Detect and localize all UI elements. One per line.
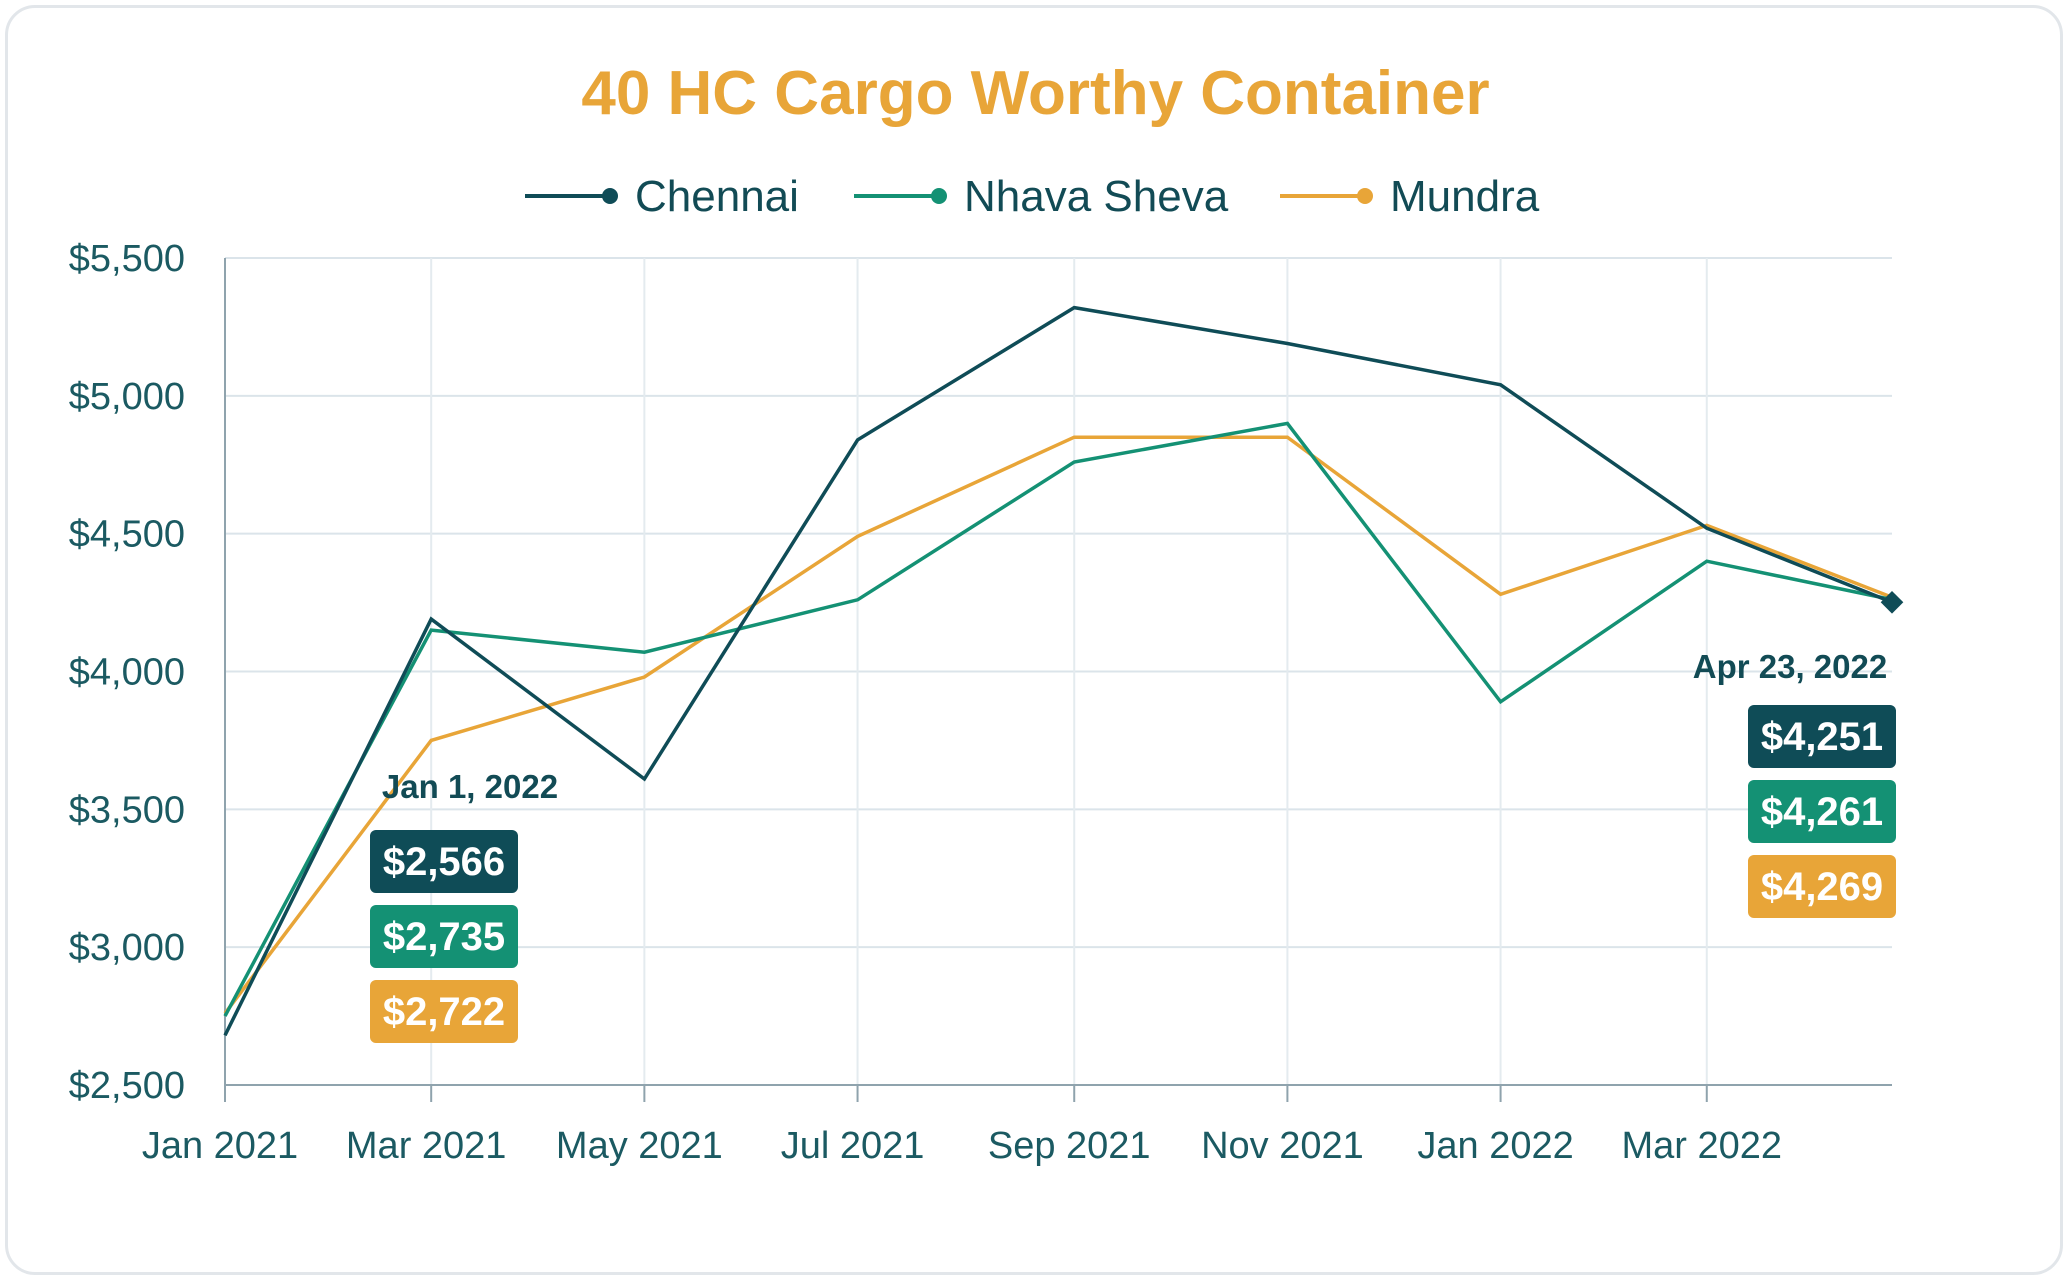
x-tick-label: Jan 2022 [1417, 1125, 1573, 1167]
legend-label: Nhava Sheva [964, 172, 1229, 221]
annotation-badge-value: $2,722 [383, 990, 505, 1034]
x-axis-ticks: Jan 2021 Mar 2021 May 2021 Jul 2021 Sep 2021… [142, 1125, 1782, 1167]
y-tick-label: $4,000 [69, 652, 185, 694]
annotation-badge-value: $2,735 [383, 915, 505, 959]
y-tick-label: $2,500 [69, 1065, 185, 1107]
x-tick-label: Jan 2021 [142, 1125, 298, 1167]
annotation-badge [370, 905, 518, 968]
y-axis-ticks: $2,500 $3,000 $3,500 $4,000 $4,500 $5,000 $5,5… [69, 238, 185, 1107]
legend-label: Mundra [1390, 172, 1540, 221]
annotation-date: Jan 1, 2022 [382, 768, 558, 805]
annotation-badge [370, 980, 518, 1043]
annotation-badge-value: $4,269 [1761, 865, 1883, 909]
y-tick-label: $3,500 [69, 789, 185, 831]
x-tick-label: Nov 2021 [1201, 1125, 1364, 1167]
chart-card [5, 5, 2063, 1275]
y-tick-label: $5,500 [69, 238, 185, 280]
x-tick-label: May 2021 [556, 1125, 723, 1167]
series-lines [223, 305, 1904, 1037]
legend-swatch-dot [1357, 188, 1373, 204]
annotation-badge [1748, 855, 1896, 918]
legend-swatch-dot [931, 188, 947, 204]
x-tick-label: Jul 2021 [781, 1125, 925, 1167]
y-tick-label: $5,000 [69, 376, 185, 418]
end-point-marker [1880, 590, 1904, 614]
legend-label: Chennai [635, 172, 799, 221]
annotation-badge-value: $2,566 [383, 840, 505, 884]
series-line-chennai [223, 305, 1893, 1037]
gridlines [225, 257, 1892, 1085]
x-tick-label: Mar 2021 [346, 1125, 507, 1167]
annotation-badge [370, 830, 518, 893]
series-line-nhava-sheva [223, 421, 1893, 1017]
annotation-badge-value: $4,261 [1761, 790, 1883, 834]
annotation-date: Apr 23, 2022 [1693, 648, 1887, 685]
y-tick-label: $3,000 [69, 927, 185, 969]
chart-title: 40 HC Cargo Worthy Container [581, 59, 1490, 128]
annotation-badge [1748, 780, 1896, 843]
series-line-mundra [223, 435, 1893, 1015]
x-tick-label: Mar 2022 [1622, 1125, 1783, 1167]
x-tick-label: Sep 2021 [988, 1125, 1151, 1167]
annotations: Jan 1, 2022 $2,566 $2,735 $2,722 Apr 23, 202… [370, 648, 1896, 1043]
legend: Chennai Nhava Sheva Mundra [525, 172, 1540, 221]
annotation-badge-value: $4,251 [1761, 715, 1883, 759]
axes [224, 258, 1892, 1102]
y-tick-label: $4,500 [69, 514, 185, 556]
annotation-badge [1748, 705, 1896, 768]
legend-swatch-dot [602, 188, 618, 204]
